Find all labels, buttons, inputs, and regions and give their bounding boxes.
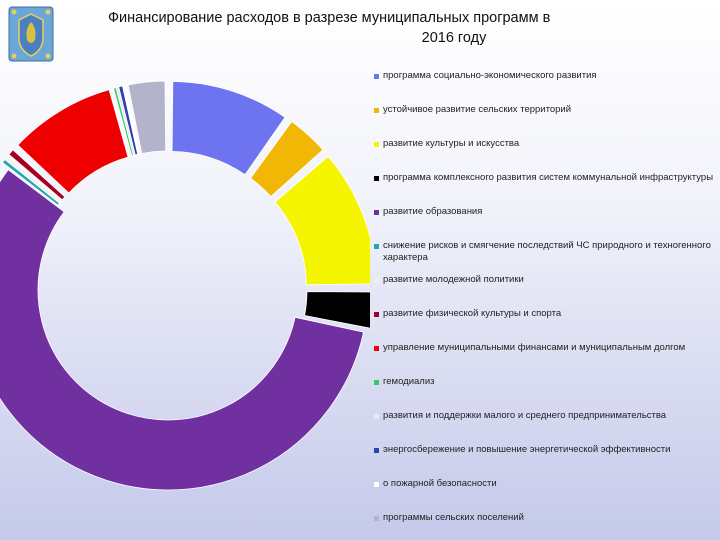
legend-swatch-3 xyxy=(374,142,379,147)
legend-item-1: программа социально-экономического разви… xyxy=(374,70,720,82)
legend-swatch-1 xyxy=(374,74,379,79)
legend-swatch-7 xyxy=(374,278,379,283)
legend-swatch-8 xyxy=(374,312,379,317)
legend-item-8: развитие физической культуры и спорта xyxy=(374,308,720,320)
legend-label-4: программа комплексного развития систем к… xyxy=(383,172,714,183)
legend-swatch-11 xyxy=(374,414,379,419)
legend-label-6: снижение рисков и смягчение последствий … xyxy=(383,240,711,263)
legend-label-10: гемодиализ xyxy=(383,376,435,387)
donut-slice-4 xyxy=(304,291,370,329)
legend-item-3: развитие культуры и искусства xyxy=(374,138,720,150)
donut-slice-5 xyxy=(0,169,365,491)
legend-label-9: управление муниципальными финансами и му… xyxy=(383,342,686,353)
legend-item-11: развития и поддержки малого и среднего п… xyxy=(374,410,720,422)
legend-swatch-4 xyxy=(374,176,379,181)
legend-label-2: устойчивое развитие сельских территорий xyxy=(383,104,572,115)
legend-item-7: развитие молодежной политики xyxy=(374,274,720,286)
legend-swatch-2 xyxy=(374,108,379,113)
legend-item-4: программа комплексного развития систем к… xyxy=(374,172,720,184)
legend-label-5: развитие образования xyxy=(383,206,483,217)
legend-swatch-14 xyxy=(374,516,379,521)
donut-slice-9 xyxy=(17,89,129,194)
legend-label-8: развитие физической культуры и спорта xyxy=(383,308,562,319)
legend-swatch-12 xyxy=(374,448,379,453)
chart-title-line1: Финансирование расходов в разрезе муници… xyxy=(108,10,551,26)
legend-item-9: управление муниципальными финансами и му… xyxy=(374,342,720,354)
legend-label-11: развития и поддержки малого и среднего п… xyxy=(383,410,667,421)
coat-of-arms-logo xyxy=(8,6,54,62)
donut-slice-8 xyxy=(8,149,66,201)
legend-item-12: энергосбережение и повышение энергетичес… xyxy=(374,444,720,456)
legend-item-14: программы сельских поселений xyxy=(374,512,720,524)
donut-slice-13 xyxy=(122,84,140,155)
legend-swatch-10 xyxy=(374,380,379,385)
legend-label-13: о пожарной безопасности xyxy=(383,478,497,489)
legend-label-7: развитие молодежной политики xyxy=(383,274,524,285)
legend-label-1: программа социально-экономического разви… xyxy=(383,70,597,81)
legend-item-2: устойчивое развитие сельских территорий xyxy=(374,104,720,116)
donut-slice-14 xyxy=(127,80,167,155)
legend-label-12: энергосбережение и повышение энергетичес… xyxy=(383,444,671,455)
donut-slice-1 xyxy=(171,81,286,176)
legend-swatch-13 xyxy=(374,482,379,487)
legend-label-3: развитие культуры и искусства xyxy=(383,138,520,149)
legend-item-13: о пожарной безопасности xyxy=(374,478,720,490)
chart-title-line2: 2016 году xyxy=(421,30,487,46)
chart-legend: программа социально-экономического разви… xyxy=(374,67,720,537)
chart-title: Финансирование расходов в разрезе муници… xyxy=(98,8,690,48)
doughnut-chart xyxy=(0,80,370,491)
legend-swatch-5 xyxy=(374,210,379,215)
legend-label-14: программы сельских поселений xyxy=(383,512,524,523)
donut-slice-3 xyxy=(274,155,370,286)
legend-item-5: развитие образования xyxy=(374,206,720,218)
legend-item-6: снижение рисков и смягчение последствий … xyxy=(374,240,720,264)
donut-slice-2 xyxy=(249,121,324,198)
donut-slice-7 xyxy=(4,155,62,204)
legend-swatch-6 xyxy=(374,244,379,249)
legend-item-10: гемодиализ xyxy=(374,376,720,388)
legend-swatch-9 xyxy=(374,346,379,351)
